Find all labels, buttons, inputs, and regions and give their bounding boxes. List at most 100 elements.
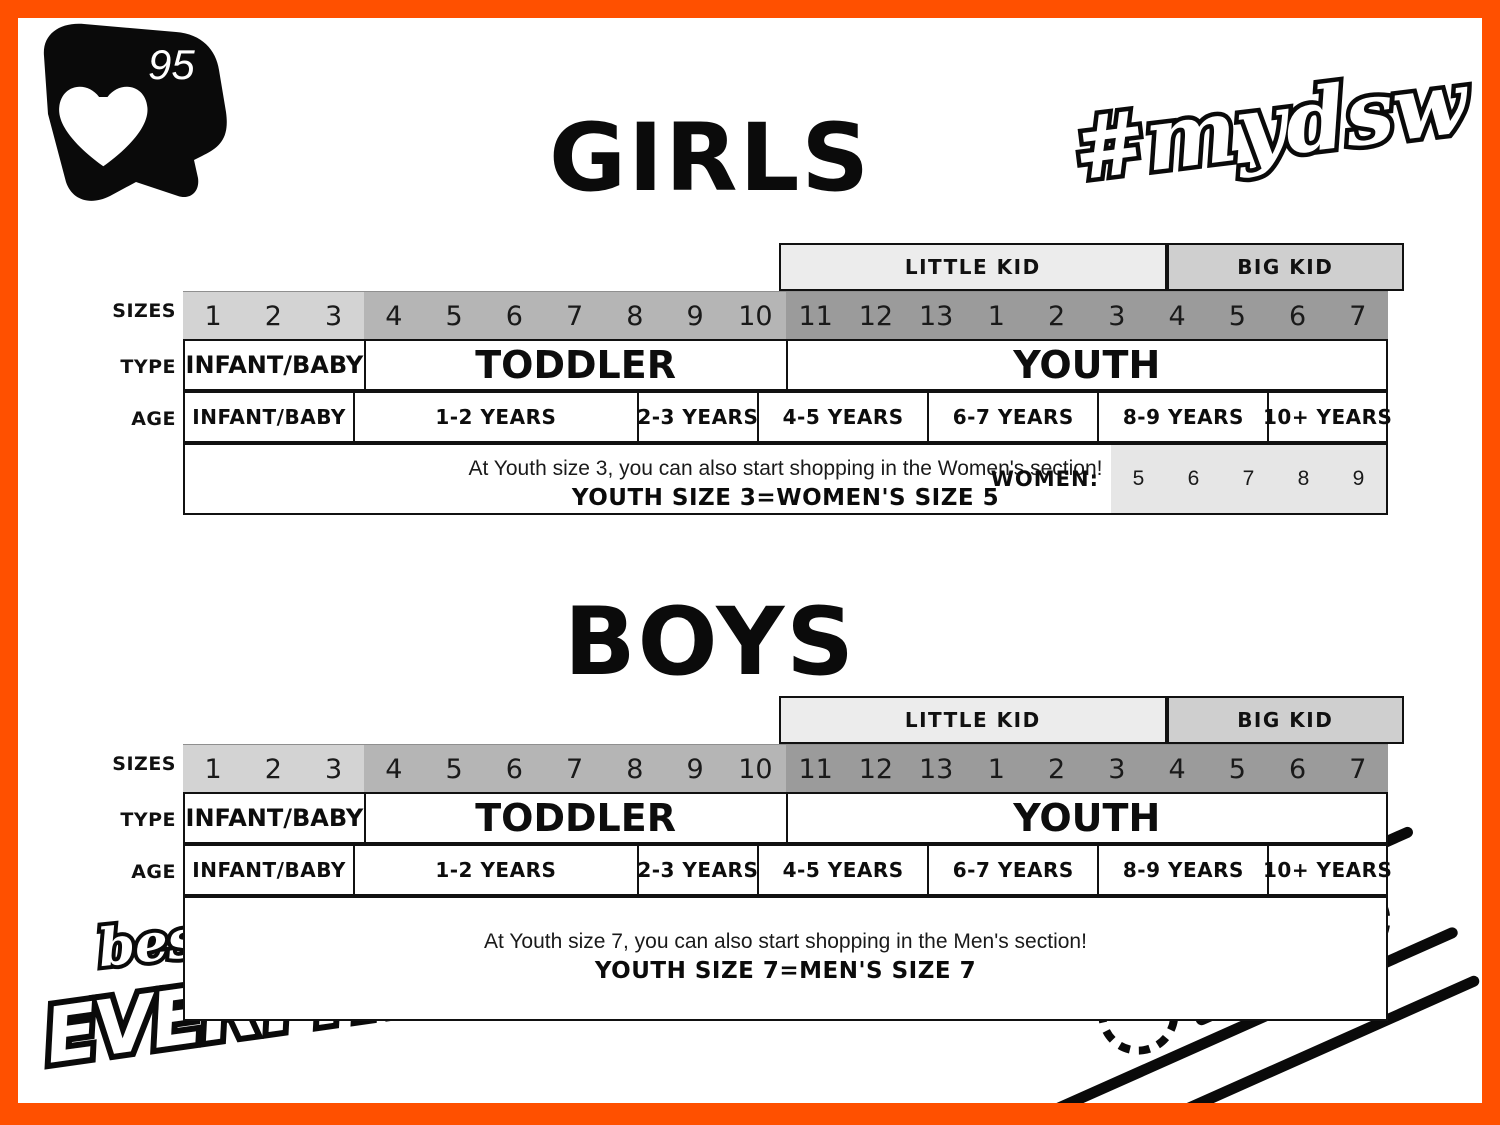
size-cell: 2 [1048, 300, 1066, 332]
size-group: 1 2 3 [183, 745, 364, 793]
age-cell: 2-3 YEARS [636, 391, 758, 443]
size-cell: 1 [987, 300, 1005, 332]
age-cell: 6-7 YEARS [927, 391, 1098, 443]
size-cell: 6 [1289, 753, 1307, 785]
age-cell: 4-5 YEARS [757, 391, 928, 443]
page-title-boys: BOYS [564, 588, 856, 697]
age-cell: INFANT/BABY [183, 391, 354, 443]
size-cell: 7 [1349, 753, 1367, 785]
type-cell: YOUTH [785, 339, 1388, 391]
size-cell: 9 [686, 300, 704, 332]
band-big-kid: BIG KID [1166, 243, 1404, 291]
size-cell: 9 [686, 753, 704, 785]
size-cell: 11 [798, 753, 833, 785]
note-line-2: YOUTH SIZE 7=MEN'S SIZE 7 [594, 958, 977, 984]
size-cell: 1 [987, 753, 1005, 785]
size-group: 4 5 6 7 8 9 10 [363, 745, 786, 793]
size-cell: 7 [566, 300, 584, 332]
size-cell: 2 [264, 753, 282, 785]
type-cell: TODDLER [363, 792, 786, 844]
size-cell: 6 [505, 753, 523, 785]
size-cell: 3 [1108, 300, 1126, 332]
band-little-kid: LITTLE KID [779, 696, 1167, 744]
size-group: 1 2 3 [183, 292, 364, 340]
age-row: INFANT/BABY 1-2 YEARS 2-3 YEARS 4-5 YEARS 6-… [183, 844, 1392, 896]
size-cell: 7 [1349, 300, 1367, 332]
size-cell: 11 [798, 300, 833, 332]
sizes-row: 1 2 3 4 5 6 7 8 9 10 11 12 13 1 2 3 4 5 6 7 [183, 744, 1388, 793]
size-cell: 4 [385, 300, 403, 332]
note-line-1: At Youth size 7, you can also start shop… [484, 930, 1087, 953]
size-cell: 8 [626, 300, 644, 332]
women-size-cell: 9 [1352, 467, 1365, 490]
type-cell: INFANT/BABY [183, 792, 364, 844]
age-cell: 1-2 YEARS [353, 844, 637, 896]
row-label-sizes: SIZES [112, 753, 176, 775]
size-cell: 6 [505, 300, 523, 332]
type-row: INFANT/BABY TODDLER YOUTH [183, 792, 1388, 844]
size-cell: 4 [1168, 753, 1186, 785]
age-cell: 4-5 YEARS [757, 844, 928, 896]
size-group: 4 5 6 7 8 9 10 [363, 292, 786, 340]
kid-band-row: LITTLE KID BIG KID [779, 696, 1404, 744]
note-line-2: YOUTH SIZE 3=WOMEN'S SIZE 5 [571, 485, 1000, 511]
size-cell: 12 [858, 753, 894, 785]
women-size-cell: 6 [1187, 467, 1200, 490]
size-cell: 10 [738, 300, 773, 332]
size-cell: 13 [918, 300, 954, 332]
sizes-row: 1 2 3 4 5 6 7 8 9 10 11 12 13 1 2 3 4 5 6 7 [183, 291, 1388, 340]
poster-canvas: 95 #mydsw best of EVERYTHING G [18, 18, 1482, 1103]
age-cell: 10+ YEARS [1263, 391, 1392, 443]
women-label: WOMEN: [990, 467, 1099, 491]
size-cell: 5 [445, 753, 463, 785]
row-label-sizes: SIZES [112, 300, 176, 322]
type-row: INFANT/BABY TODDLER YOUTH [183, 339, 1388, 391]
size-cell: 2 [264, 300, 282, 332]
note-row-boys: At Youth size 7, you can also start shop… [183, 896, 1388, 1021]
row-label-age: AGE [131, 408, 176, 430]
age-cell: 10+ YEARS [1263, 844, 1392, 896]
size-group: 11 12 13 1 2 3 4 5 6 7 [785, 745, 1388, 793]
age-cell: INFANT/BABY [183, 844, 354, 896]
size-cell: 4 [385, 753, 403, 785]
women-size-cell: 7 [1242, 467, 1255, 490]
size-cell: 7 [566, 753, 584, 785]
size-cell: 13 [918, 753, 954, 785]
size-cell: 1 [204, 300, 222, 332]
women-size-cell: 8 [1297, 467, 1310, 490]
size-cell: 4 [1168, 300, 1186, 332]
kid-band-row: LITTLE KID BIG KID [779, 243, 1404, 291]
row-label-type: TYPE [120, 356, 176, 378]
women-size-cell: 5 [1132, 467, 1145, 490]
row-label-age: AGE [131, 861, 176, 883]
age-cell: 8-9 YEARS [1097, 391, 1268, 443]
size-cell: 5 [1228, 753, 1246, 785]
size-cell: 10 [738, 753, 773, 785]
size-cell: 12 [858, 300, 894, 332]
type-cell: YOUTH [785, 792, 1388, 844]
type-cell: TODDLER [363, 339, 786, 391]
size-cell: 6 [1289, 300, 1307, 332]
age-cell: 6-7 YEARS [927, 844, 1098, 896]
size-cell: 5 [1228, 300, 1246, 332]
age-cell: 2-3 YEARS [636, 844, 758, 896]
age-row: INFANT/BABY 1-2 YEARS 2-3 YEARS 4-5 YEARS 6-… [183, 391, 1392, 443]
size-cell: 5 [445, 300, 463, 332]
page-title-girls: GIRLS [548, 104, 872, 213]
note-line-1: At Youth size 3, you can also start shop… [468, 457, 1103, 480]
age-cell: 1-2 YEARS [353, 391, 637, 443]
women-sizes-strip: 5 6 7 8 9 [1111, 445, 1386, 513]
size-group: 11 12 13 1 2 3 4 5 6 7 [785, 292, 1388, 340]
size-cell: 3 [1108, 753, 1126, 785]
like-count: 95 [148, 41, 195, 88]
size-cell: 3 [325, 753, 343, 785]
like-badge: 95 [26, 18, 256, 206]
age-cell: 8-9 YEARS [1097, 844, 1268, 896]
note-row-girls: At Youth size 3, you can also start shop… [183, 443, 1388, 515]
size-cell: 3 [325, 300, 343, 332]
band-little-kid: LITTLE KID [779, 243, 1167, 291]
band-big-kid: BIG KID [1166, 696, 1404, 744]
size-cell: 8 [626, 753, 644, 785]
row-label-type: TYPE [120, 809, 176, 831]
size-cell: 2 [1048, 753, 1066, 785]
